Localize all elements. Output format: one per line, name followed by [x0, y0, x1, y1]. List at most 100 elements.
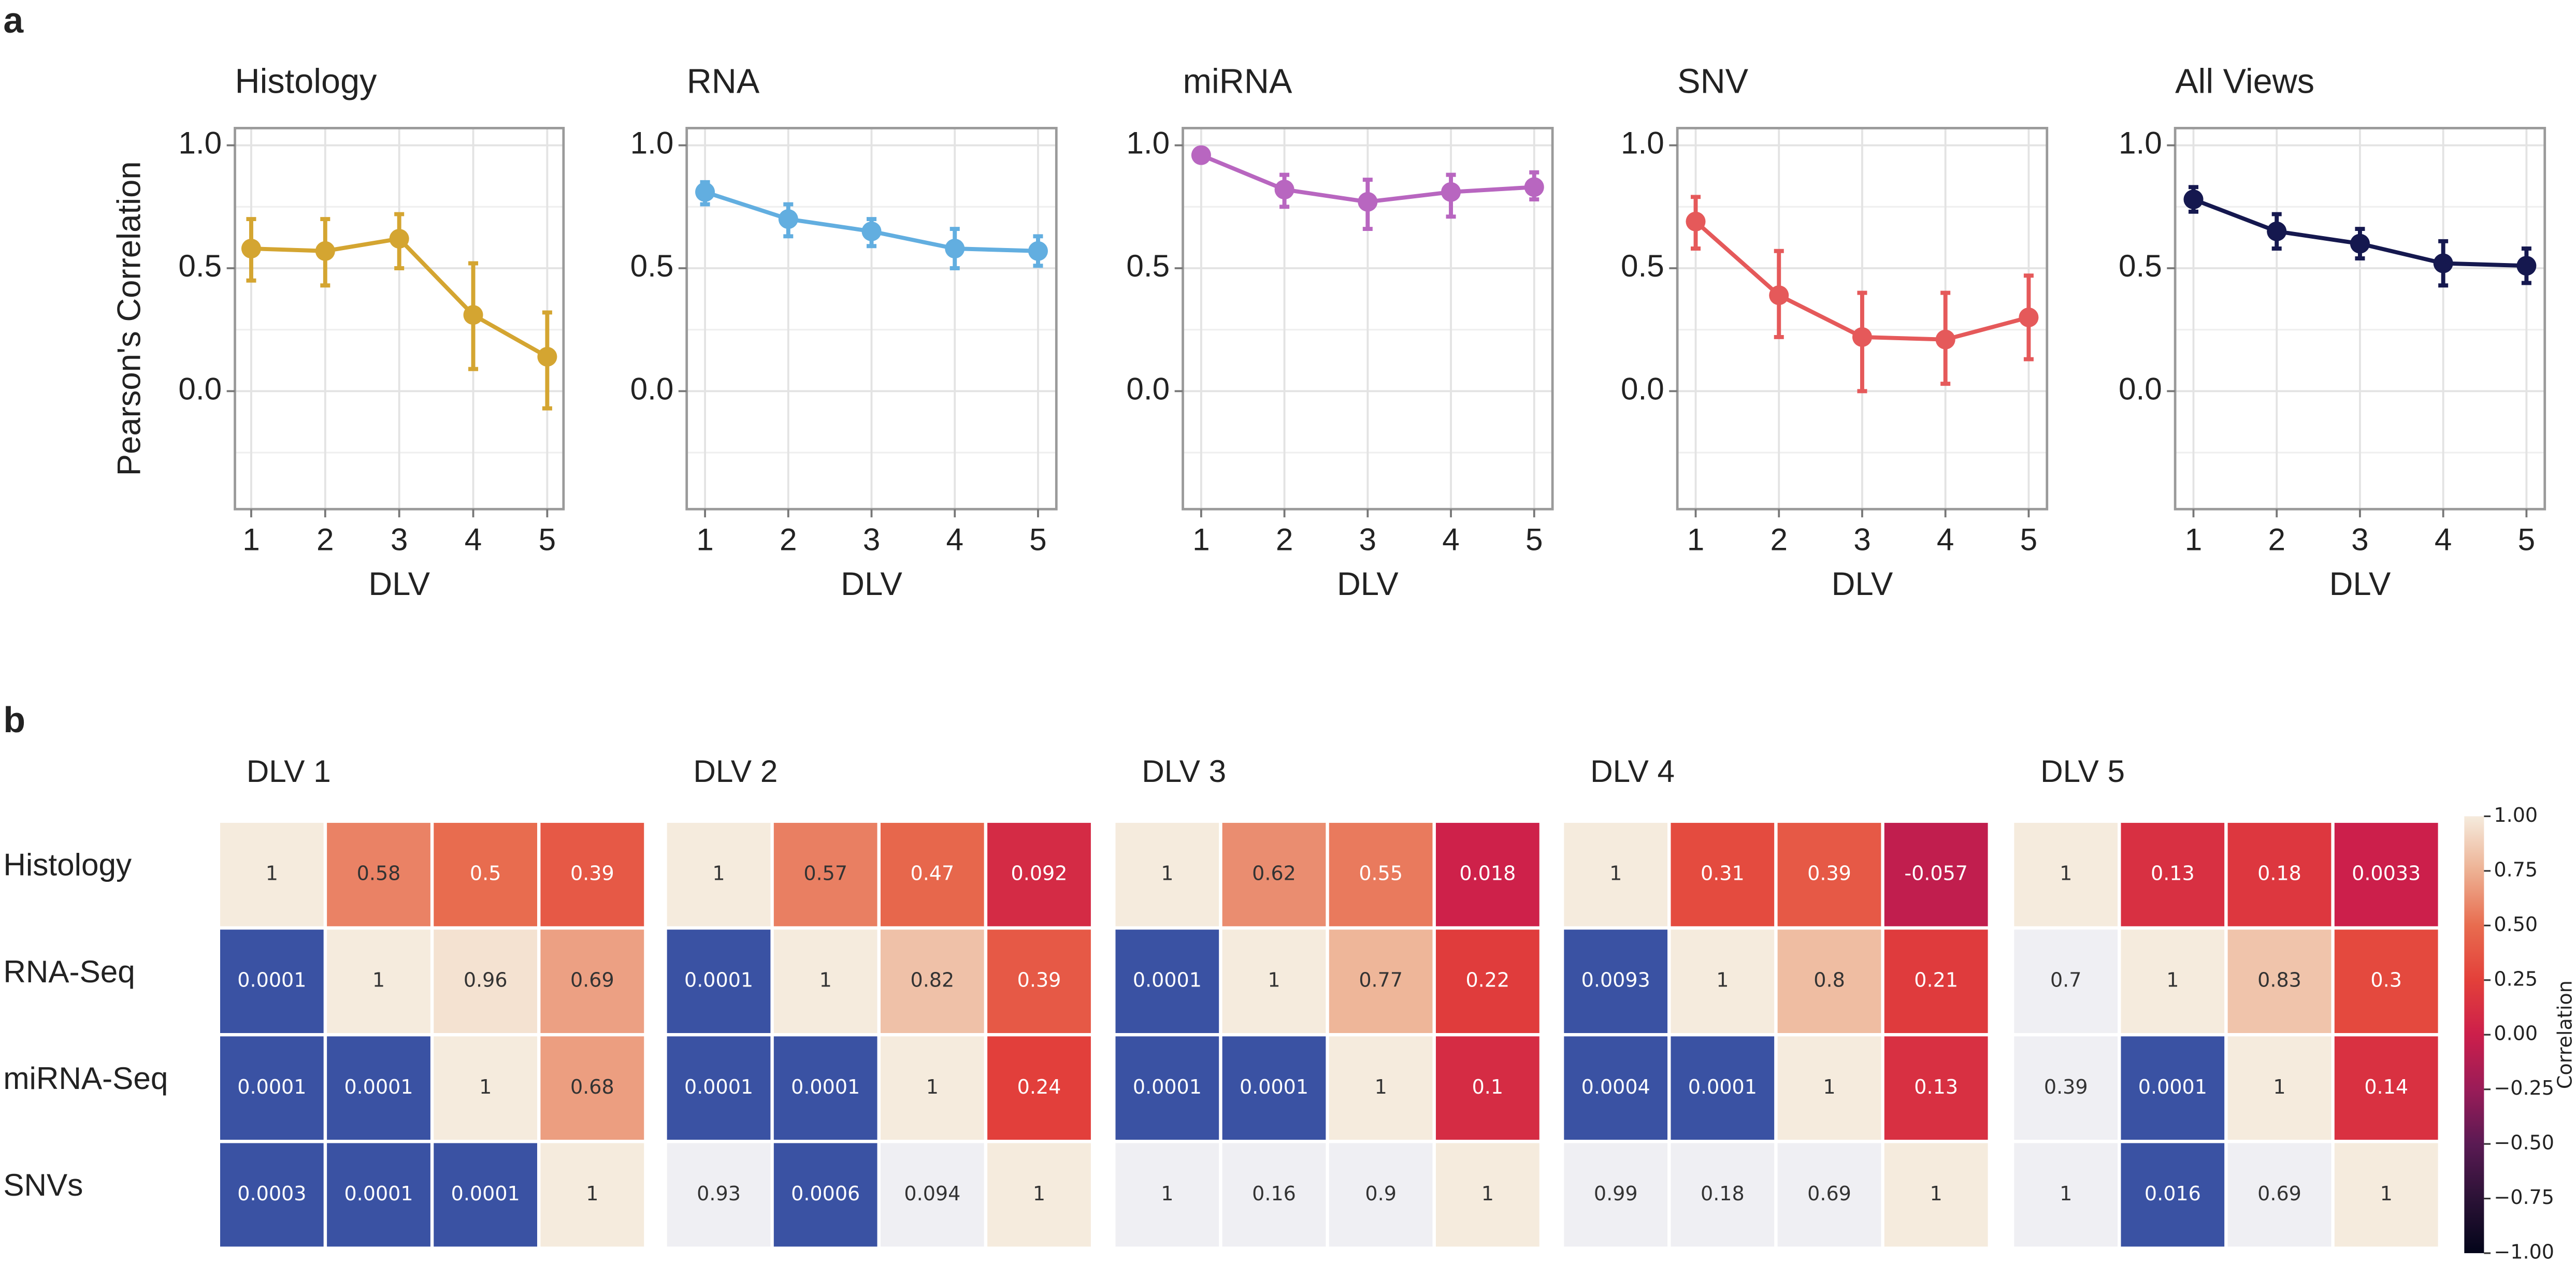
cell-label: 1	[1268, 969, 1280, 992]
x-tick-label: 5	[2518, 522, 2536, 557]
y-axis-label: Pearson's Correlation	[111, 161, 147, 476]
row-label: Histology	[3, 847, 132, 882]
row-label: miRNA-Seq	[3, 1060, 168, 1096]
y-tick-label: 1.0	[2119, 125, 2162, 161]
heatmap-cell	[1432, 1033, 1543, 1143]
cell-label: 0.0001	[1133, 1076, 1202, 1098]
x-tick-label: 3	[1359, 522, 1377, 557]
cell-label: 0.99	[1594, 1182, 1638, 1205]
cell-label: 0.68	[570, 1076, 614, 1098]
chart-title: miRNA	[1183, 62, 1292, 100]
cell-label: 1	[1161, 1182, 1173, 1205]
data-point	[2433, 253, 2453, 273]
cell-label: 1	[2380, 1182, 2393, 1205]
cell-label: 1	[1161, 862, 1173, 884]
heatmap-cell	[664, 819, 774, 930]
cell-label: 0.21	[1914, 969, 1958, 992]
colorbar-tick-label: −1.00	[2494, 1241, 2554, 1263]
x-tick-label: 2	[316, 522, 334, 557]
heatmap-title: DLV 1	[247, 753, 331, 789]
heatmap-cell	[770, 819, 881, 930]
colorbar-label: Correlation	[2553, 980, 2576, 1089]
cell-label: 0.55	[1359, 862, 1403, 884]
x-tick-label: 4	[946, 522, 963, 557]
heatmap-cell	[1432, 926, 1543, 1037]
heatmap-cell	[2010, 926, 2121, 1037]
colorbar-tick-label: 1.00	[2494, 804, 2538, 826]
cell-label: 1	[2166, 969, 2179, 992]
cell-label: 0.69	[1807, 1182, 1851, 1205]
x-tick-label: 2	[2268, 522, 2285, 557]
cell-label: 1	[819, 969, 832, 992]
cell-label: 0.0001	[1240, 1076, 1308, 1098]
y-tick-label: 0.5	[2119, 248, 2162, 283]
heatmap-cell	[2010, 1140, 2121, 1250]
cell-label: 0.0001	[237, 969, 306, 992]
cell-label: -0.057	[1904, 862, 1968, 884]
heatmap-cell	[323, 926, 434, 1037]
data-point	[1769, 285, 1789, 306]
cell-label: 1	[1481, 1182, 1494, 1205]
heatmap-cell	[1560, 926, 1671, 1037]
cell-label: 1	[1609, 862, 1622, 884]
cell-label: 1	[926, 1076, 939, 1098]
cell-label: 0.0001	[684, 969, 753, 992]
y-tick-label: 1.0	[178, 125, 222, 161]
chart-title: SNV	[1677, 62, 1749, 100]
cell-label: 0.18	[2257, 862, 2301, 884]
y-tick-label: 0.0	[630, 371, 674, 406]
x-tick-label: 4	[1937, 522, 1954, 557]
cell-label: 0.0001	[344, 1182, 413, 1205]
heatmap-cell	[984, 1033, 1095, 1143]
y-tick-label: 0.0	[1126, 371, 1170, 406]
cell-label: 0.0033	[2352, 862, 2421, 884]
colorbar-tick-label: 0.75	[2494, 858, 2538, 881]
data-point	[861, 221, 882, 241]
colorbar-tick-label: 0.50	[2494, 913, 2538, 936]
cell-label: 1	[1716, 969, 1729, 992]
data-point	[1524, 177, 1544, 197]
x-tick-label: 3	[863, 522, 881, 557]
heatmap-cell	[2224, 926, 2335, 1037]
heatmap-cell	[984, 926, 1095, 1037]
y-tick-label: 0.0	[2119, 371, 2162, 406]
x-axis-label: DLV	[2329, 566, 2391, 602]
x-tick-label: 3	[2351, 522, 2369, 557]
cell-label: 0.018	[1459, 862, 1516, 884]
heatmap-cell	[877, 819, 988, 930]
colorbar-tick-label: −0.75	[2494, 1186, 2554, 1209]
cell-label: 0.0001	[451, 1182, 520, 1205]
x-tick-label: 3	[391, 522, 408, 557]
cell-label: 0.0001	[791, 1076, 860, 1098]
cell-label: 0.0093	[1581, 969, 1650, 992]
cell-label: 0.39	[1807, 862, 1851, 884]
heatmap-cell	[2118, 819, 2228, 930]
x-axis-label: DLV	[1832, 566, 1893, 602]
heatmap-cell	[1881, 819, 1991, 930]
cell-label: 0.0001	[237, 1076, 306, 1098]
heatmap-title: DLV 5	[2040, 753, 2125, 789]
cell-label: 0.13	[1914, 1076, 1958, 1098]
colorbar-tick-label: 0.00	[2494, 1022, 2538, 1045]
heatmap-cell	[430, 1033, 541, 1143]
data-point	[1358, 192, 1378, 212]
heatmap-cell	[537, 926, 647, 1037]
heatmap-cell	[2331, 1140, 2441, 1250]
cell-label: 0.13	[2151, 862, 2195, 884]
x-axis-label: DLV	[841, 566, 902, 602]
heatmap-cell	[2224, 1140, 2335, 1250]
heatmap-cell	[2224, 1033, 2335, 1143]
heatmap-cell	[217, 1033, 327, 1143]
heatmap-cell	[1326, 819, 1436, 930]
cell-label: 0.092	[1011, 862, 1068, 884]
heatmap-cell	[1326, 1140, 1436, 1250]
heatmap-title: DLV 2	[693, 753, 778, 789]
data-point	[1191, 145, 1211, 165]
x-axis-label: DLV	[1337, 566, 1399, 602]
heatmap-cell	[770, 926, 881, 1037]
x-tick-label: 4	[465, 522, 482, 557]
cell-label: 0.62	[1252, 862, 1296, 884]
cell-label: 0.5	[470, 862, 501, 884]
